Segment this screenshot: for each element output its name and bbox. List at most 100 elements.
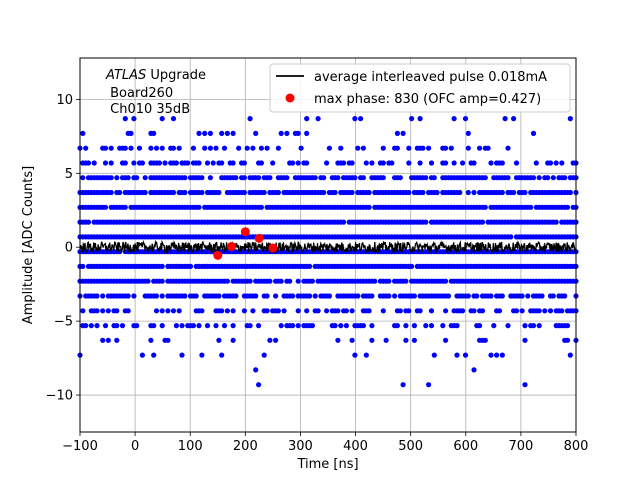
sample-point	[499, 293, 505, 299]
sample-point	[207, 145, 213, 151]
sample-point	[304, 308, 310, 314]
sample-point	[321, 189, 327, 196]
sample-point	[273, 293, 279, 299]
sample-point	[443, 145, 449, 151]
sample-point	[428, 308, 435, 314]
sample-point	[100, 293, 106, 299]
sample-point	[281, 308, 287, 314]
sample-point	[479, 308, 486, 314]
sample-point	[295, 130, 301, 136]
sample-point	[213, 145, 219, 151]
sample-point	[159, 145, 165, 151]
sample-point	[151, 352, 157, 358]
sample-point	[417, 308, 423, 314]
sample-point	[366, 204, 372, 210]
legend-entry-average: average interleaved pulse 0.018mA	[314, 70, 547, 85]
sample-point	[417, 116, 423, 122]
sample-point	[307, 263, 313, 269]
max-phase-points	[213, 227, 278, 260]
sample-point	[159, 263, 165, 269]
sample-point	[253, 367, 259, 373]
sample-point	[471, 367, 477, 373]
sample-point	[411, 323, 417, 329]
sample-point	[221, 323, 228, 329]
sample-point	[224, 308, 230, 314]
sample-point	[550, 293, 556, 299]
sample-point	[230, 130, 236, 136]
sample-point	[559, 308, 565, 314]
sample-point	[176, 145, 182, 151]
sample-point	[128, 145, 134, 151]
sample-point	[315, 308, 321, 314]
sample-point	[440, 323, 446, 329]
sample-point	[409, 116, 415, 122]
sample-point	[485, 145, 491, 151]
sample-point	[102, 160, 109, 166]
sample-point	[182, 189, 188, 196]
sample-point	[530, 323, 537, 329]
sample-point	[349, 337, 355, 343]
sample-point	[136, 145, 143, 151]
sample-point	[533, 160, 539, 166]
sample-point	[267, 175, 273, 181]
sample-point	[562, 175, 568, 181]
sample-point	[443, 278, 449, 284]
sample-point	[499, 160, 505, 166]
sample-point	[148, 145, 154, 151]
sample-point	[332, 189, 338, 196]
sample-point	[100, 337, 106, 343]
sample-point	[148, 337, 154, 343]
sample-point	[193, 293, 199, 299]
sample-point	[162, 160, 168, 166]
sample-point	[406, 160, 412, 166]
sample-point	[394, 145, 400, 151]
sample-point	[423, 175, 429, 181]
sample-point	[553, 160, 559, 166]
sample-point	[417, 160, 423, 166]
sample-point	[256, 323, 262, 329]
sample-point	[502, 116, 508, 122]
sample-point	[380, 175, 386, 181]
sample-point	[326, 145, 332, 151]
sample-point	[290, 323, 296, 329]
sample-point	[219, 352, 225, 358]
sample-point	[513, 308, 520, 314]
sample-point	[360, 175, 366, 181]
max-phase-point	[227, 241, 237, 251]
sample-point	[173, 160, 179, 166]
sample-point	[125, 175, 131, 181]
sample-point	[454, 352, 460, 358]
sample-point	[278, 130, 284, 136]
sample-point	[545, 175, 551, 181]
sample-point	[363, 352, 369, 358]
sample-point	[230, 323, 236, 329]
y-axis-label: Amplitude [ADC Counts]	[21, 166, 36, 324]
sample-point	[204, 323, 211, 329]
sample-point	[499, 352, 505, 358]
sample-point	[153, 308, 160, 314]
sample-point	[117, 189, 123, 196]
sample-point	[216, 293, 222, 299]
sample-point	[290, 293, 296, 299]
sample-point	[326, 293, 332, 299]
sample-point	[258, 160, 264, 166]
average-pulse-trace	[79, 239, 577, 255]
sample-point	[406, 145, 412, 151]
sample-point	[567, 116, 573, 122]
sample-point	[567, 352, 573, 358]
sample-point	[114, 323, 120, 329]
max-phase-point	[268, 243, 278, 253]
sample-point	[462, 116, 469, 122]
sample-point	[431, 352, 437, 358]
sample-point	[397, 175, 403, 181]
sample-point	[553, 219, 559, 225]
sample-point	[199, 175, 205, 181]
sample-point	[210, 160, 216, 166]
sample-point	[108, 175, 114, 181]
legend: average interleaved pulse 0.018mA max ph…	[269, 63, 571, 113]
sample-point	[102, 145, 109, 151]
sample-point	[102, 204, 109, 210]
sample-point	[352, 352, 358, 358]
sample-point	[182, 293, 188, 299]
